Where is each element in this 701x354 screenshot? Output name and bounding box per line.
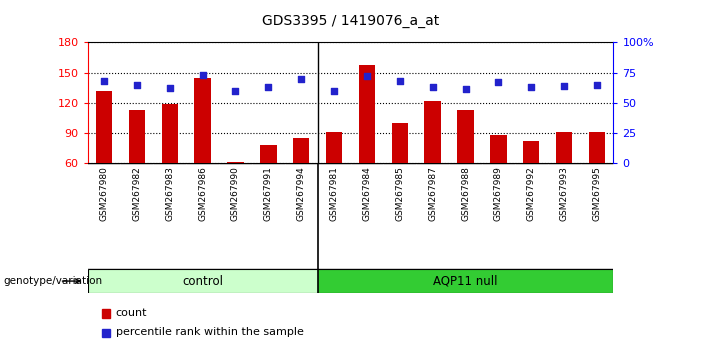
Bar [318,269,613,293]
Text: GSM267991: GSM267991 [264,166,273,221]
Point [131,82,142,87]
Bar [194,78,211,163]
Text: control: control [182,275,223,287]
Bar [457,110,474,163]
Text: GSM267986: GSM267986 [198,166,207,221]
Text: GSM267982: GSM267982 [132,166,142,221]
Bar [293,138,309,163]
Bar [523,141,540,163]
Point [427,84,438,90]
Text: GSM267994: GSM267994 [297,166,306,221]
Point [559,83,570,88]
Text: GSM267980: GSM267980 [100,166,109,221]
Bar [392,123,408,163]
Bar [88,269,318,293]
Text: GSM267983: GSM267983 [165,166,175,221]
Bar [359,64,375,163]
Point [361,73,372,79]
Text: AQP11 null: AQP11 null [433,275,498,287]
Point [164,85,175,91]
Text: GSM267988: GSM267988 [461,166,470,221]
Bar [129,110,145,163]
Point [493,79,504,85]
Text: count: count [116,308,147,318]
Bar [161,104,178,163]
Point [394,78,405,84]
Text: GSM267985: GSM267985 [395,166,404,221]
Point [592,82,603,87]
Text: GSM267987: GSM267987 [428,166,437,221]
Point [197,72,208,78]
Point [98,78,109,84]
Text: GSM267984: GSM267984 [362,166,372,221]
Bar [326,132,342,163]
Point [230,88,241,93]
Point [296,76,307,81]
Bar [490,135,507,163]
Bar [227,162,244,163]
Bar [424,101,441,163]
Point [329,88,340,93]
Text: GSM267992: GSM267992 [526,166,536,221]
Bar [556,132,572,163]
Point [460,87,471,92]
Text: GSM267981: GSM267981 [329,166,339,221]
Text: genotype/variation: genotype/variation [4,276,102,286]
Text: GDS3395 / 1419076_a_at: GDS3395 / 1419076_a_at [262,14,439,28]
Text: GSM267993: GSM267993 [559,166,569,221]
Point [526,84,537,90]
Text: GSM267990: GSM267990 [231,166,240,221]
Text: percentile rank within the sample: percentile rank within the sample [116,327,304,337]
Bar [260,145,277,163]
Text: GSM267995: GSM267995 [592,166,601,221]
Bar [96,91,112,163]
Text: GSM267989: GSM267989 [494,166,503,221]
Bar [589,132,605,163]
Point [263,84,274,90]
